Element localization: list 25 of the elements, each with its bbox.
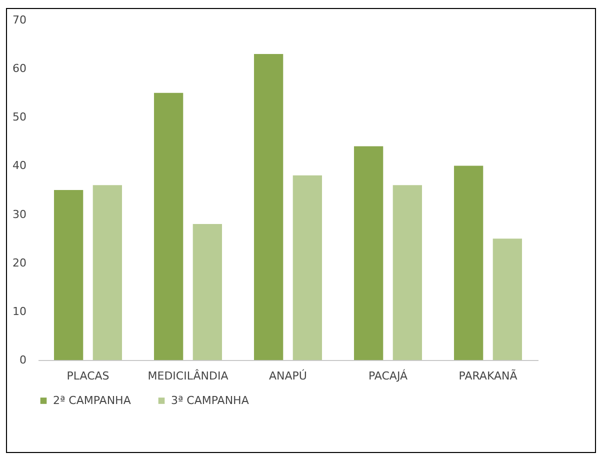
legend-label: 3ª CAMPANHA: [171, 394, 250, 407]
y-tick-label: 50: [12, 110, 26, 124]
y-tick-label: 30: [12, 208, 26, 221]
bar: [92, 185, 122, 360]
bar: [392, 185, 422, 360]
bar: [192, 224, 222, 360]
x-tick-label: PLACAS: [66, 370, 110, 382]
y-tick-label: 20: [12, 256, 26, 270]
bar: [492, 238, 522, 360]
bar: [454, 166, 484, 360]
y-tick-label: 70: [12, 14, 26, 26]
y-tick-label: 10: [12, 304, 26, 318]
x-tick-label: MEDICILÂNDIA: [148, 368, 229, 382]
bar: [254, 54, 284, 360]
y-tick-label: 0: [20, 354, 26, 366]
bar: [154, 92, 184, 360]
bar: [292, 175, 322, 360]
x-tick-label: PARAKANÃ: [458, 368, 518, 382]
legend-label: 2ª CAMPANHA: [53, 394, 132, 407]
x-tick-label: ANAPÚ: [269, 368, 307, 382]
x-tick-label: PACAJÁ: [368, 368, 408, 382]
bar: [354, 146, 384, 360]
y-tick-label: 60: [12, 62, 26, 76]
y-tick-label: 40: [12, 159, 26, 172]
bar: [54, 190, 84, 360]
